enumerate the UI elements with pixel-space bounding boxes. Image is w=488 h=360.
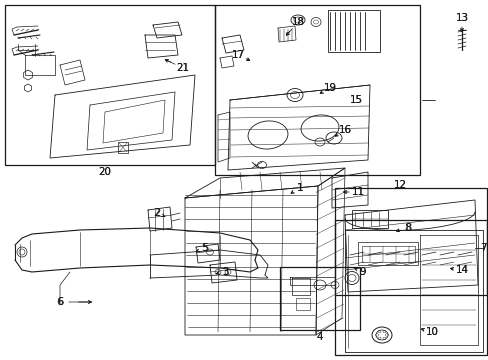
Text: 16: 16	[338, 125, 351, 135]
Text: 7: 7	[479, 243, 485, 253]
Text: 17: 17	[231, 50, 244, 60]
Bar	[327, 10, 379, 52]
Text: 5: 5	[202, 243, 208, 253]
Text: 20: 20	[98, 167, 111, 177]
Text: 13: 13	[455, 13, 468, 23]
Text: 18: 18	[291, 17, 304, 27]
Text: 2: 2	[154, 208, 160, 218]
Text: 15: 15	[348, 95, 362, 105]
Bar	[357, 242, 417, 265]
Text: 11: 11	[351, 187, 364, 197]
Text: 4: 4	[316, 332, 323, 342]
Text: 15: 15	[349, 95, 362, 105]
Text: 19: 19	[323, 83, 336, 93]
Text: 21: 21	[176, 63, 189, 73]
Bar	[295, 298, 309, 310]
Text: 1: 1	[296, 183, 303, 193]
Text: 2: 2	[153, 208, 160, 218]
Text: 14: 14	[454, 265, 468, 275]
Text: 6: 6	[57, 297, 63, 307]
Text: 5: 5	[201, 243, 208, 253]
Bar	[351, 210, 387, 228]
Text: 17: 17	[231, 50, 244, 60]
Text: 3: 3	[221, 267, 228, 277]
Bar	[118, 142, 128, 153]
Text: 19: 19	[323, 83, 336, 93]
Text: 9: 9	[359, 267, 366, 277]
Bar	[5, 5, 215, 165]
Text: 8: 8	[404, 223, 410, 233]
Text: 4: 4	[316, 332, 323, 342]
Bar	[280, 267, 359, 330]
Text: 3: 3	[222, 267, 228, 277]
Text: 14: 14	[455, 265, 468, 275]
Text: 7: 7	[479, 243, 486, 253]
Text: 9: 9	[359, 267, 366, 277]
Bar	[334, 220, 486, 355]
Text: 10: 10	[425, 327, 437, 337]
Text: 13: 13	[454, 13, 468, 23]
Bar	[361, 246, 414, 262]
Bar	[215, 5, 419, 175]
Text: 12: 12	[393, 180, 406, 190]
Text: 21: 21	[176, 63, 189, 73]
Bar	[334, 188, 486, 295]
Text: 18: 18	[291, 17, 304, 27]
Text: 1: 1	[296, 183, 303, 193]
Text: 8: 8	[404, 223, 410, 233]
Text: 10: 10	[425, 327, 438, 337]
Text: 6: 6	[57, 297, 63, 307]
Text: 20: 20	[99, 167, 111, 177]
Text: 11: 11	[351, 187, 364, 197]
Text: 12: 12	[392, 180, 406, 190]
Text: 16: 16	[338, 125, 351, 135]
